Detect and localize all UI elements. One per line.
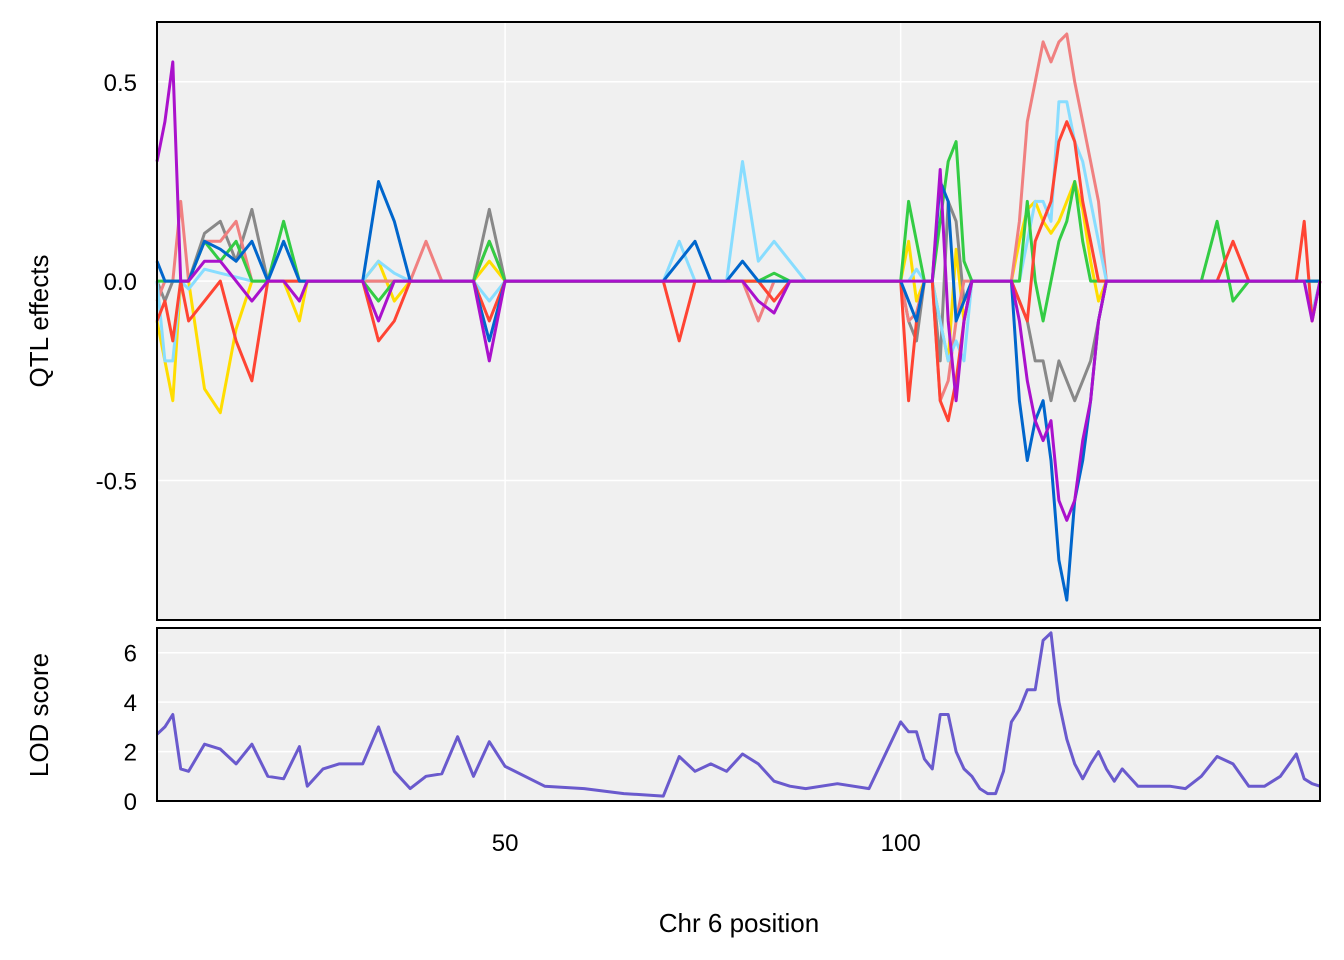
tick-labels: 0.5 0.0 -0.5 0 2 4 6 50 100 bbox=[96, 70, 921, 857]
lod-panel-background bbox=[157, 628, 1320, 801]
lod-y-tick-label-3: 6 bbox=[124, 641, 137, 668]
effects-panel-frame bbox=[156, 21, 1321, 621]
lod-panel-frame bbox=[156, 627, 1321, 802]
x-tick-label-1: 100 bbox=[881, 830, 921, 857]
effects-series-group bbox=[155, 32, 1322, 602]
lod-y-axis-title: LOD score bbox=[24, 653, 54, 777]
effects-panel-background bbox=[157, 22, 1320, 620]
lod-y-tick-label-2: 4 bbox=[124, 690, 137, 717]
effects-y-tick-label-1: 0.0 bbox=[104, 269, 137, 296]
effects-y-tick-label-0: 0.5 bbox=[104, 70, 137, 97]
lod-y-tick-label-1: 2 bbox=[124, 740, 137, 767]
x-tick-label-0: 50 bbox=[492, 830, 519, 857]
effects-y-tick-label-2: -0.5 bbox=[96, 468, 137, 495]
lod-y-tick-label-0: 0 bbox=[124, 789, 137, 816]
x-axis-title: Chr 6 position bbox=[659, 908, 819, 938]
effects-y-axis-title: QTL effects bbox=[24, 255, 54, 388]
effect-series-line-7 bbox=[155, 60, 1322, 522]
lod-series-group bbox=[155, 631, 1321, 798]
lod-series-line-0 bbox=[155, 631, 1321, 798]
